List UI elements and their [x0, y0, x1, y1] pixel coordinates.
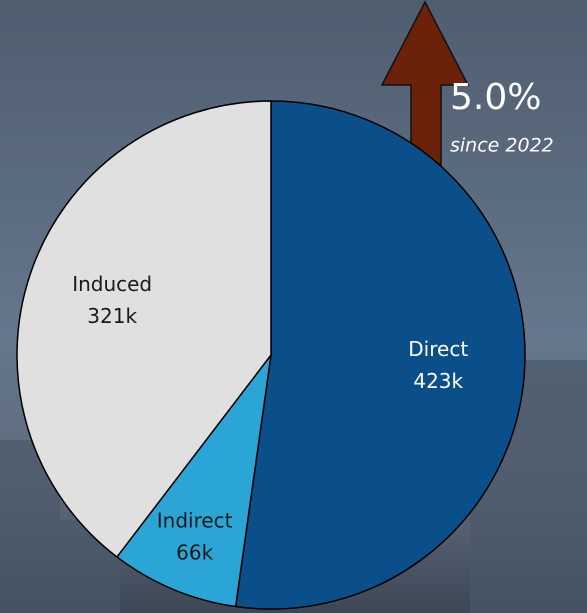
pie-slice — [16, 100, 272, 559]
slice-label: Induced — [72, 272, 152, 296]
slice-label: Indirect — [157, 508, 233, 532]
annotation-note: since 2022 — [450, 135, 554, 157]
slice-value-label: 423k — [413, 369, 463, 393]
annotation: 5.0% — [450, 77, 541, 118]
pie-slice — [115, 352, 273, 608]
slice-value-label: 321k — [87, 304, 137, 328]
slice-label: Direct — [408, 337, 468, 361]
pie-slice — [234, 100, 526, 610]
trend-arrow — [380, 0, 470, 174]
slice-value-label: 66k — [176, 540, 213, 564]
